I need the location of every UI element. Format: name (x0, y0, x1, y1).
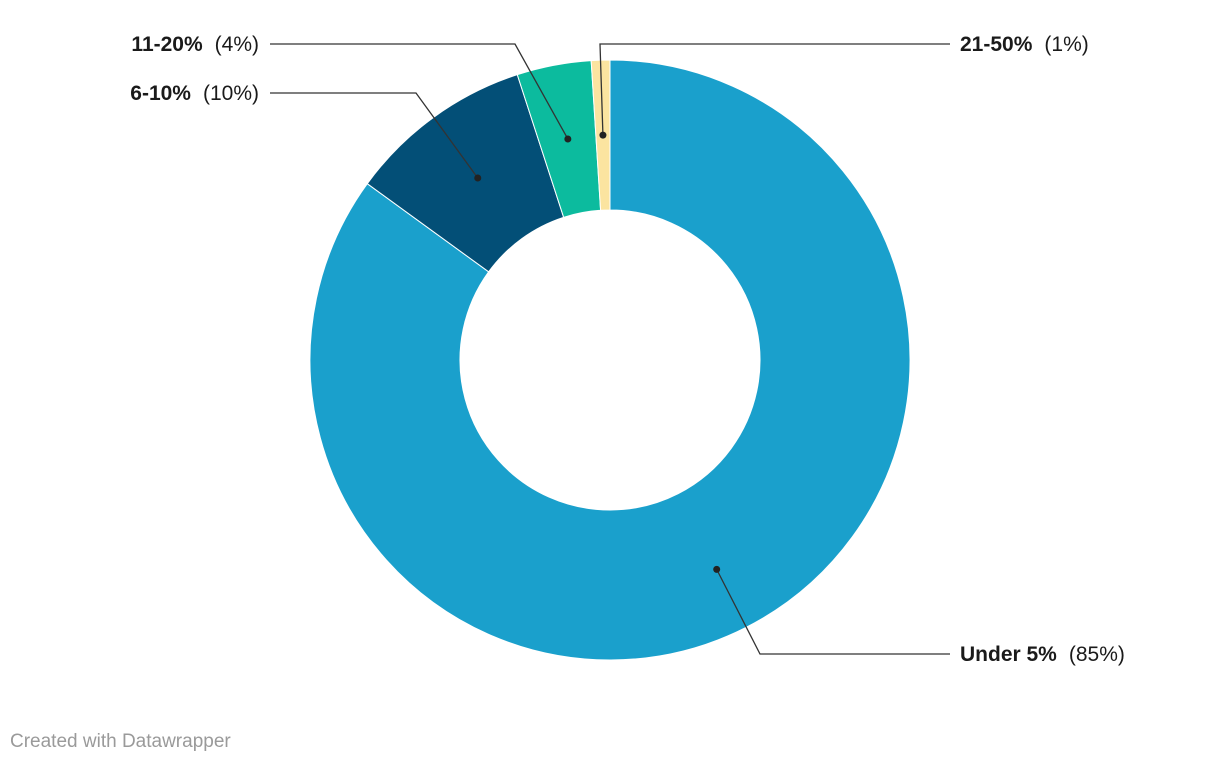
credit-footer: Created with Datawrapper (10, 731, 231, 752)
slice-under-5 (309, 59, 911, 661)
slice-label-name: Under 5% (960, 643, 1057, 666)
slice-label-percent: (4%) (215, 33, 259, 56)
leader-dot-11-20 (564, 135, 572, 143)
slice-label-percent: (1%) (1044, 33, 1088, 56)
slice-label-percent: (85%) (1069, 643, 1125, 666)
slice-label-6-10: 6-10% (10%) (130, 82, 259, 105)
leader-lines-layer (270, 43, 950, 655)
leader-line-under-5 (716, 569, 950, 655)
slice-labels-layer: Under 5% (85%) 6-10% (10%) 11-20% (4%) 21-50% (… (130, 33, 1125, 666)
slice-label-21-50: 21-50% (1%) (960, 33, 1089, 56)
slice-label-name: 21-50% (960, 33, 1033, 56)
slice-label-under-5: Under 5% (85%) (960, 643, 1125, 666)
leader-dot-6-10 (474, 174, 482, 182)
slice-label-11-20: 11-20% (4%) (131, 33, 259, 56)
leader-dot-under-5 (713, 565, 721, 573)
leader-line-6-10 (270, 92, 479, 179)
leader-line-11-20 (270, 43, 569, 140)
leader-dot-21-50 (599, 131, 607, 139)
slice-label-name: 11-20% (131, 33, 203, 56)
slices-layer (309, 59, 911, 661)
slice-label-percent: (10%) (203, 82, 259, 105)
slice-label-name: 6-10% (130, 82, 191, 105)
leader-line-21-50 (599, 43, 950, 136)
